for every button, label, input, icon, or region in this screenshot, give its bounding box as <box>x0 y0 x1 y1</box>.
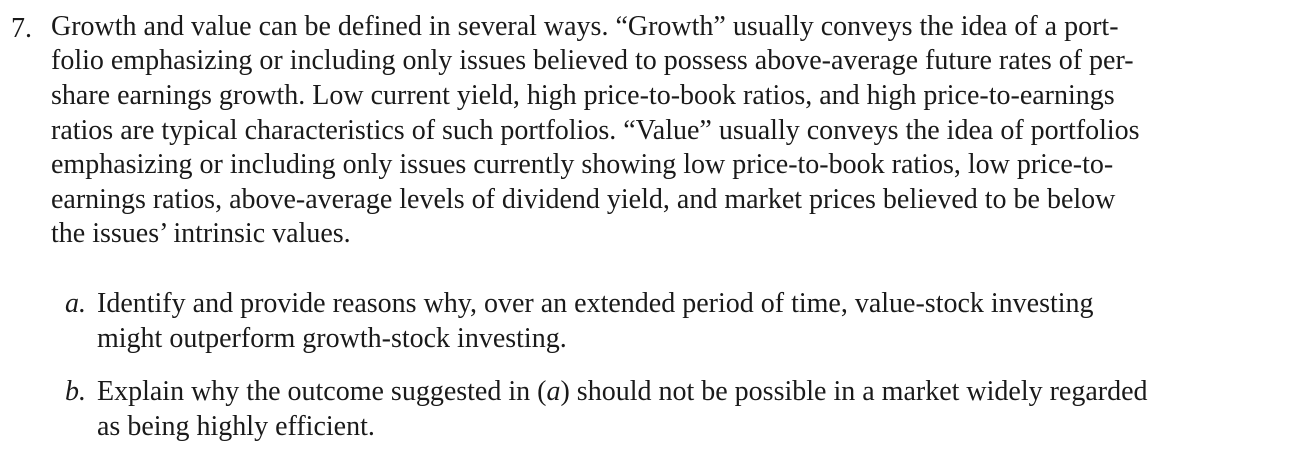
part-b-line: as being highly efficient. <box>97 411 375 442</box>
problem-line: Growth and value can be defined in sever… <box>51 11 1119 42</box>
part-b-line: Explain why the outcome suggested in (a)… <box>97 378 1284 406</box>
part-b-text-end: ) should not be possible in a market wid… <box>560 376 1148 407</box>
part-a-line: Identify and provide reasons why, over a… <box>97 288 1094 319</box>
problem-line: earnings ratios, above-average levels of… <box>51 184 1116 215</box>
problem-number: 7. <box>11 13 32 44</box>
part-a-line: might outperform growth-stock investing. <box>97 323 567 354</box>
part-b-label: b. <box>65 376 86 407</box>
problem-line: folio emphasizing or including only issu… <box>51 45 1134 76</box>
problem-line: the issues’ intrinsic values. <box>51 218 351 249</box>
part-a-label: a. <box>65 288 86 319</box>
problem-line: share earnings growth. Low current yield… <box>51 80 1115 111</box>
problem-line: emphasizing or including only issues cur… <box>51 149 1114 180</box>
part-b-text-start: Explain why the outcome suggested in ( <box>97 376 547 407</box>
part-a-reference: a <box>546 376 561 407</box>
problem-line: ratios are typical characteristics of su… <box>51 115 1140 146</box>
